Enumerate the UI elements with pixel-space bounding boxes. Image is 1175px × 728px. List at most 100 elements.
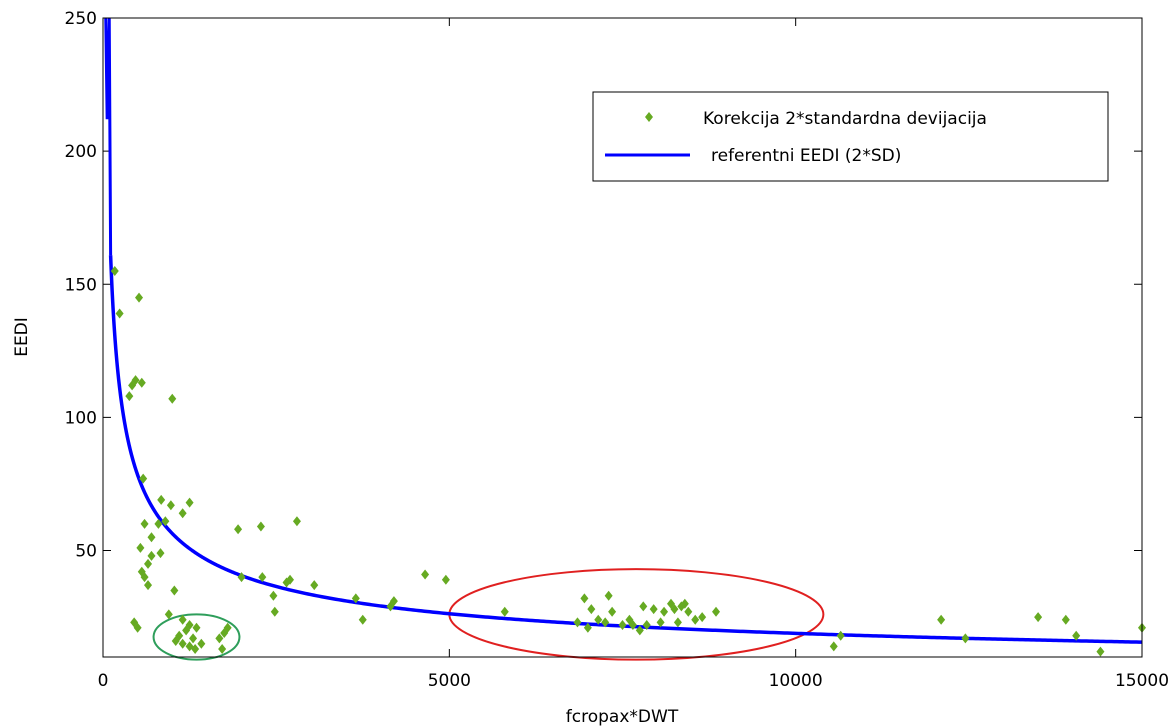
scatter-point: [618, 620, 627, 631]
legend-label-line: referentni EEDI (2*SD): [711, 146, 901, 166]
scatter-point: [358, 614, 367, 625]
reference-curve-spike: [104, 17, 113, 256]
scatter-point: [583, 622, 592, 633]
scatter-point: [147, 532, 156, 543]
scatter-point: [110, 265, 119, 276]
scatter-point: [441, 574, 450, 585]
scatter-point: [215, 633, 224, 644]
scatter-point: [237, 572, 246, 583]
scatter-point: [136, 542, 145, 553]
scatter-point: [712, 606, 721, 617]
scatter-point: [256, 521, 265, 532]
scatter-point: [270, 606, 279, 617]
scatter-point: [161, 516, 170, 527]
scatter-point: [286, 574, 295, 585]
scatter-point: [649, 604, 658, 615]
scatter-point: [191, 644, 200, 655]
scatter-point: [133, 622, 142, 633]
scatter-point: [140, 572, 149, 583]
scatter-point: [147, 550, 156, 561]
scatter-point: [673, 617, 682, 628]
scatter-point: [961, 633, 970, 644]
scatter-point: [680, 598, 689, 609]
x-tick-label: 15000: [1115, 671, 1169, 691]
scatter-point: [937, 614, 946, 625]
scatter-point: [642, 620, 651, 631]
x-tick-label: 0: [98, 671, 109, 691]
reference-curve: [108, 255, 1143, 644]
scatter-point: [389, 596, 398, 607]
scatter-point: [608, 606, 617, 617]
scatter-point: [421, 569, 430, 580]
scatter-point: [223, 622, 232, 633]
scatter-point: [185, 497, 194, 508]
scatter-point: [829, 641, 838, 652]
scatter-point: [269, 590, 278, 601]
scatter-point: [156, 548, 165, 559]
scatter-point: [135, 292, 144, 303]
scatter-point: [140, 518, 149, 529]
tick-labels: 0 5000 10000 15000 50 100 150 200 250: [65, 9, 1170, 691]
scatter-point: [157, 494, 166, 505]
scatter-point: [178, 638, 187, 649]
scatter-point: [218, 644, 227, 655]
highlight-ellipse: [152, 613, 241, 661]
scatter-point: [131, 375, 140, 386]
legend-label-scatter: Korekcija 2*standardna devijacija: [703, 109, 987, 129]
scatter-point: [670, 604, 679, 615]
scatter-point: [166, 500, 175, 511]
scatter-point: [310, 580, 319, 591]
scatter-point: [197, 638, 206, 649]
scatter-point: [635, 625, 644, 636]
scatter-point: [587, 604, 596, 615]
scatter-point: [1096, 646, 1105, 657]
scatter-point: [164, 609, 173, 620]
scatter-point: [351, 593, 360, 604]
y-tick-label: 200: [65, 142, 97, 162]
scatter-point: [656, 617, 665, 628]
legend-box: [592, 91, 1109, 182]
scatter-point: [292, 516, 301, 527]
y-tick-label: 250: [65, 9, 97, 29]
scatter-point: [192, 622, 201, 633]
scatter-point: [139, 473, 148, 484]
y-tick-label: 50: [75, 542, 97, 562]
x-axis-label: fcropax*DWT: [566, 707, 679, 727]
scatter-point: [580, 593, 589, 604]
scatter-point: [691, 614, 700, 625]
x-tick-label: 10000: [769, 671, 823, 691]
legend-marker-scatter: [645, 112, 653, 122]
scatter-point: [836, 630, 845, 641]
scatter-points-layer: [110, 265, 1146, 657]
scatter-point: [639, 601, 648, 612]
scatter-point: [189, 633, 198, 644]
plot-frame: [102, 17, 1143, 658]
scatter-point: [178, 508, 187, 519]
scatter-point: [594, 614, 603, 625]
scatter-point: [178, 614, 187, 625]
scatter-point: [144, 558, 153, 569]
scatter-point: [137, 377, 146, 388]
scatter-point: [1061, 614, 1070, 625]
scatter-point: [125, 391, 134, 402]
x-tick-label: 5000: [428, 671, 471, 691]
scatter-point: [175, 630, 184, 641]
scatter-point: [500, 606, 509, 617]
scatter-point: [628, 620, 637, 631]
scatter-point: [154, 518, 163, 529]
y-tick-label: 150: [65, 275, 97, 295]
scatter-point: [601, 617, 610, 628]
reference-curve-layer: [104, 17, 1143, 644]
legend: Korekcija 2*standardna devijacija refere…: [592, 91, 1109, 182]
scatter-point: [660, 606, 669, 617]
scatter-point: [115, 308, 124, 319]
y-tick-label: 100: [65, 408, 97, 428]
scatter-point: [684, 606, 693, 617]
scatter-point: [170, 585, 179, 596]
scatter-point: [234, 524, 243, 535]
scatter-point: [1034, 612, 1043, 623]
scatter-point: [168, 393, 177, 404]
y-axis-label: EEDI: [12, 317, 32, 357]
scatter-point: [698, 612, 707, 623]
